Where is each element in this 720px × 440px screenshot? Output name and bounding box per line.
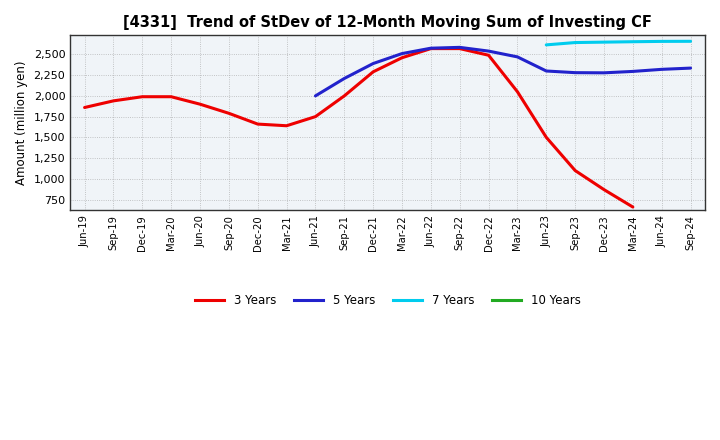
3 Years — [397, 55, 406, 60]
3 Years — [311, 114, 320, 119]
5 Years — [686, 66, 695, 71]
5 Years — [485, 48, 493, 54]
Line: 7 Years: 7 Years — [546, 41, 690, 45]
5 Years — [629, 69, 637, 74]
5 Years — [657, 67, 666, 72]
3 Years — [138, 94, 147, 99]
3 Years — [629, 205, 637, 210]
3 Years — [571, 168, 580, 173]
7 Years — [542, 42, 551, 48]
5 Years — [571, 70, 580, 75]
7 Years — [657, 39, 666, 44]
3 Years — [282, 123, 291, 128]
Line: 3 Years: 3 Years — [84, 48, 633, 207]
7 Years — [629, 39, 637, 44]
Legend: 3 Years, 5 Years, 7 Years, 10 Years: 3 Years, 5 Years, 7 Years, 10 Years — [190, 290, 585, 312]
3 Years — [225, 111, 233, 116]
3 Years — [167, 94, 176, 99]
5 Years — [456, 45, 464, 50]
Title: [4331]  Trend of StDev of 12-Month Moving Sum of Investing CF: [4331] Trend of StDev of 12-Month Moving… — [123, 15, 652, 30]
5 Years — [513, 54, 522, 59]
5 Years — [311, 93, 320, 99]
3 Years — [485, 53, 493, 58]
3 Years — [196, 102, 204, 107]
Line: 5 Years: 5 Years — [315, 48, 690, 96]
7 Years — [600, 40, 608, 45]
5 Years — [369, 61, 377, 66]
3 Years — [109, 98, 118, 103]
3 Years — [600, 187, 608, 192]
3 Years — [253, 121, 262, 127]
3 Years — [513, 89, 522, 94]
5 Years — [340, 76, 348, 81]
3 Years — [369, 69, 377, 74]
Y-axis label: Amount (million yen): Amount (million yen) — [15, 61, 28, 185]
3 Years — [456, 46, 464, 51]
3 Years — [426, 46, 435, 51]
3 Years — [80, 105, 89, 110]
5 Years — [542, 68, 551, 73]
5 Years — [600, 70, 608, 76]
3 Years — [542, 135, 551, 140]
5 Years — [397, 51, 406, 56]
5 Years — [426, 46, 435, 51]
7 Years — [571, 40, 580, 45]
3 Years — [340, 93, 348, 99]
7 Years — [686, 39, 695, 44]
